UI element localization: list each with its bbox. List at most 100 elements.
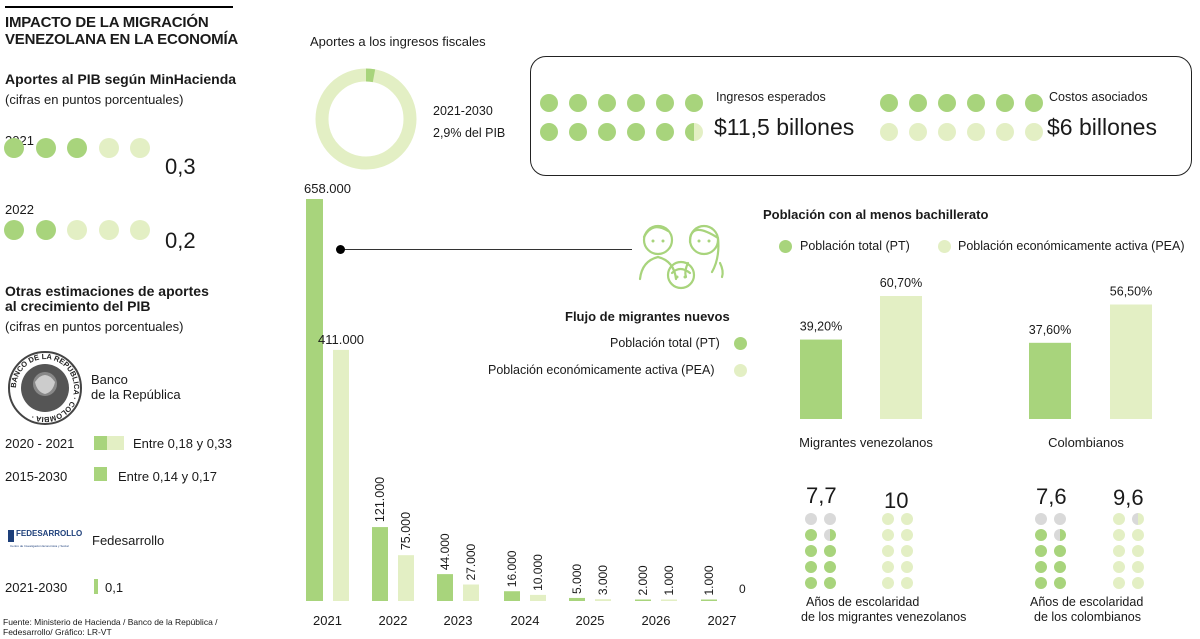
escolaridad-dot: [882, 529, 894, 541]
pib-value-2022: 0,2: [165, 228, 196, 253]
poblacion-bar-pt: [800, 339, 842, 419]
escolaridad-pt-value-venezolanos: 7,7: [806, 483, 837, 508]
flujo-year-label: 2026: [642, 613, 671, 628]
fedesarrollo-value: 0,1: [105, 580, 124, 595]
escolaridad-dot: [805, 529, 817, 541]
fiscal-dot: [569, 94, 587, 112]
fedesarrollo-logo-mark: [8, 530, 14, 542]
otras-heading-line1: Otras estimaciones de aportes: [5, 283, 209, 299]
flujo-value-label-pea: 1.000: [662, 565, 676, 595]
escolaridad-dot: [1132, 577, 1144, 589]
fedesarrollo-bar: [94, 579, 98, 594]
escolaridad-dot: [1132, 561, 1144, 573]
flujo-bar-pt: [372, 527, 388, 601]
flujo-bar-pt: [701, 599, 717, 601]
escolaridad-dot: [1054, 561, 1066, 573]
flujo-legend-pea-swatch: [734, 364, 747, 377]
escolaridad-dot: [1054, 577, 1066, 589]
flujo-bar-pea: [595, 599, 611, 601]
flujo-legend-pt: Población total (PT): [610, 336, 720, 350]
banco-republica-seal: BANCO DE LA REPÚBLICA · COLOMBIA ·: [8, 351, 82, 425]
escolaridad-dot: [805, 561, 817, 573]
flujo-value-label-pt: 2.000: [636, 565, 650, 595]
poblacion-title: Población con al menos bachillerato: [763, 207, 989, 222]
fiscal-dot: [656, 94, 674, 112]
poblacion-category-label: Colombianos: [1048, 435, 1124, 450]
flujo-value-label-pt: 16.000: [505, 550, 519, 587]
flujo-value-label-pt: 5.000: [570, 564, 584, 594]
flujo-legend-pea: Población económicamente activa (PEA): [488, 363, 715, 377]
fiscal-donut: [315, 68, 417, 170]
poblacion-value-label-pea: 60,70%: [880, 276, 922, 290]
poblacion-legend-pea-swatch: [938, 240, 951, 253]
escolaridad-dot: [901, 513, 913, 525]
pib-dot: [67, 220, 87, 240]
escolaridad-label-venezolanos-line2: de los migrantes venezolanos: [801, 610, 967, 624]
fiscal-box: [530, 56, 1192, 176]
pib-subheading: (cifras en puntos porcentuales): [5, 92, 184, 107]
flujo-year-label: 2024: [511, 613, 540, 628]
escolaridad-dot: [1132, 513, 1144, 525]
escolaridad-dot: [1054, 529, 1066, 541]
escolaridad-dot: [1035, 577, 1047, 589]
banco-period-2: 2015-2030: [5, 469, 68, 484]
escolaridad-dot: [1035, 561, 1047, 573]
ingresos-label: Ingresos esperados: [716, 90, 826, 104]
fedesarrollo-logo-text: FEDESARROLLO: [16, 529, 83, 538]
pib-dot: [35, 220, 56, 240]
fiscal-dot: [967, 94, 985, 112]
escolaridad-dot: [1113, 577, 1125, 589]
fiscal-dot: [880, 123, 898, 141]
fiscal-dot: [938, 94, 956, 112]
escolaridad-dot: [805, 577, 817, 589]
flujo-value-label-pea: 10.000: [531, 554, 545, 591]
fedesarrollo-name: Fedesarrollo: [92, 533, 165, 548]
ingresos-value: $11,5 billones: [714, 114, 855, 140]
escolaridad-dot: [1113, 545, 1125, 557]
escolaridad-dot: [882, 545, 894, 557]
flujo-value-label-pt: 658.000: [304, 181, 351, 196]
poblacion-legend-pt-swatch: [779, 240, 792, 253]
flujo-year-label: 2027: [708, 613, 737, 628]
flujo-value-label-pt: 1.000: [702, 565, 716, 595]
flujo-value-label-pt: 121.000: [373, 477, 387, 522]
escolaridad-dot: [1113, 561, 1125, 573]
flujo-legend-pt-swatch: [734, 337, 747, 350]
fiscal-period: 2021-2030: [433, 104, 493, 118]
escolaridad-dot: [1132, 545, 1144, 557]
source-line1: Fuente: Ministerio de Hacienda / Banco d…: [3, 617, 218, 627]
fiscal-dot: [656, 123, 674, 141]
pib-value-2021: 0,3: [165, 154, 196, 179]
fiscal-dot: [627, 94, 645, 112]
fiscal-donut-share: [315, 68, 417, 170]
fiscal-dot: [880, 94, 898, 112]
poblacion-value-label-pt: 39,20%: [800, 320, 842, 334]
escolaridad-dot: [1054, 513, 1066, 525]
flujo-bar-pt: [306, 199, 323, 601]
escolaridad-pt-value-colombianos: 7,6: [1036, 484, 1067, 509]
flujo-bar-pt: [635, 599, 651, 601]
escolaridad-dot: [824, 529, 836, 541]
flujo-value-label-pea: 411.000: [318, 332, 364, 347]
escolaridad-dot: [824, 513, 836, 525]
fedesarrollo-logo-sub: Centro de Investigación Económica y Soci…: [10, 544, 69, 548]
flujo-bar-pt: [437, 574, 453, 601]
costos-label: Costos asociados: [1049, 90, 1148, 104]
poblacion-category-label: Migrantes venezolanos: [799, 435, 933, 450]
flujo-value-label-pea: 0: [739, 582, 746, 596]
flujo-value-label-pea: 27.000: [464, 543, 478, 580]
escolaridad-dot: [1054, 545, 1066, 557]
fiscal-heading: Aportes a los ingresos fiscales: [310, 34, 486, 49]
escolaridad-label-colombianos-line2: de los colombianos: [1034, 610, 1142, 624]
fiscal-dot: [598, 123, 616, 141]
escolaridad-dot: [1132, 529, 1144, 541]
flujo-bar-pea: [398, 555, 414, 601]
flujo-year-label: 2022: [379, 613, 408, 628]
escolaridad-label-venezolanos-line1: Años de escolaridad: [806, 595, 920, 609]
flujo-value-label-pea: 3.000: [596, 565, 610, 595]
source-line2: Fedesarrollo/ Gráfico: LR-VT: [3, 627, 112, 637]
fiscal-dot: [540, 123, 558, 141]
pib-year-2022: 2022: [5, 202, 34, 217]
